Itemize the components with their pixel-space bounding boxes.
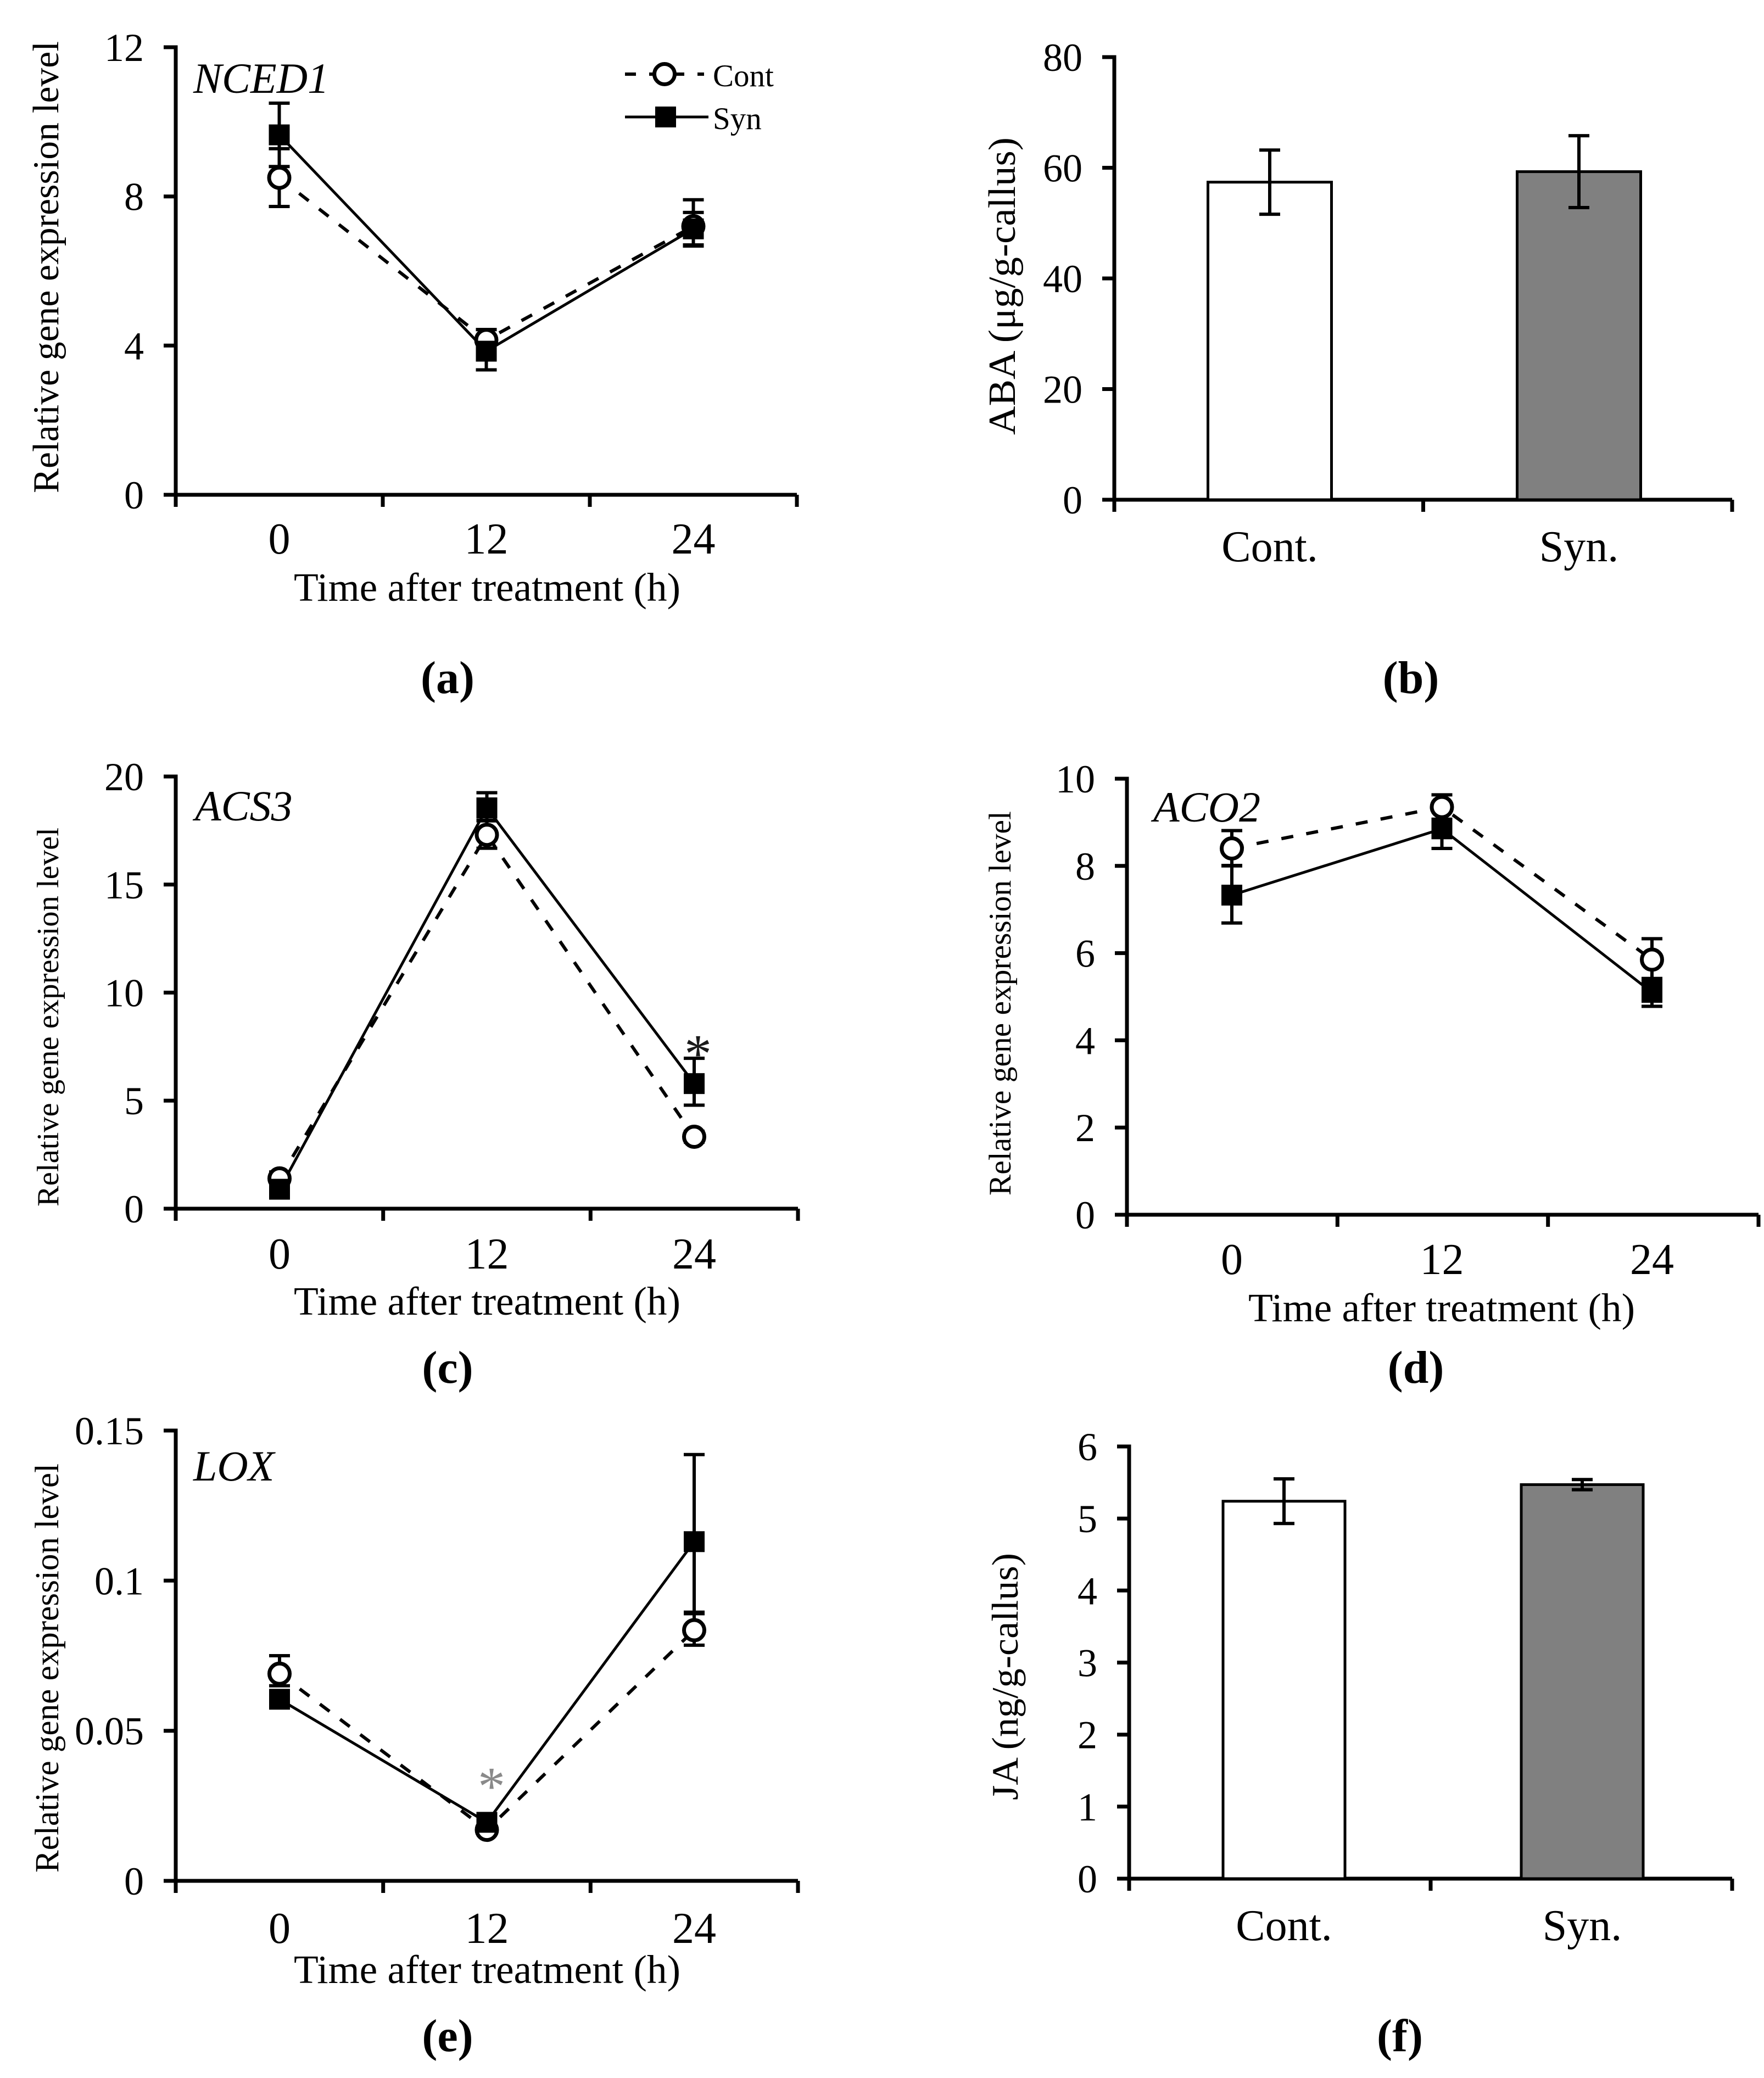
svg-text:80: 80 [1043, 36, 1082, 80]
svg-text:12: 12 [104, 26, 144, 70]
svg-text:15: 15 [104, 863, 144, 907]
svg-text:0: 0 [124, 473, 144, 517]
svg-text:1: 1 [1078, 1785, 1097, 1829]
svg-text:5: 5 [124, 1079, 144, 1123]
svg-text:4: 4 [1078, 1569, 1097, 1613]
svg-text:*: * [478, 1756, 505, 1817]
svg-text:24: 24 [672, 1904, 716, 1953]
svg-text:0: 0 [1078, 1857, 1097, 1901]
svg-text:(d): (d) [1388, 1342, 1444, 1393]
svg-text:Relative gene expression level: Relative gene expression level [31, 828, 65, 1206]
svg-text:12: 12 [1420, 1236, 1464, 1284]
svg-text:0.05: 0.05 [75, 1710, 144, 1753]
svg-text:Relative gene expression level: Relative gene expression level [983, 811, 1018, 1196]
svg-text:6: 6 [1075, 932, 1095, 976]
svg-text:40: 40 [1043, 257, 1082, 301]
svg-text:(c): (c) [422, 1342, 473, 1393]
svg-text:6: 6 [1078, 1425, 1097, 1469]
svg-text:20: 20 [1043, 368, 1082, 412]
svg-text:ACS3: ACS3 [192, 782, 293, 830]
svg-text:*: * [684, 1023, 712, 1084]
svg-text:0.1: 0.1 [94, 1559, 144, 1603]
svg-text:ABA (μg/g-callus): ABA (μg/g-callus) [981, 137, 1024, 435]
svg-text:NCED1: NCED1 [193, 54, 329, 102]
svg-text:Time after treatment (h): Time after treatment (h) [294, 1947, 680, 1992]
svg-text:10: 10 [104, 971, 144, 1015]
svg-text:24: 24 [672, 515, 716, 563]
svg-text:Time after treatment (h): Time after treatment (h) [1248, 1286, 1635, 1330]
svg-text:(f): (f) [1377, 2010, 1423, 2062]
svg-text:0: 0 [1075, 1193, 1095, 1237]
svg-text:12: 12 [465, 515, 509, 563]
svg-text:(b): (b) [1383, 652, 1439, 703]
svg-text:0: 0 [1221, 1236, 1243, 1284]
svg-text:4: 4 [1075, 1019, 1095, 1063]
svg-text:8: 8 [1075, 845, 1095, 889]
svg-text:Syn: Syn [713, 102, 762, 136]
svg-text:0: 0 [269, 1230, 291, 1278]
svg-text:3: 3 [1078, 1641, 1097, 1685]
svg-text:Relative gene expression level: Relative gene expression level [29, 1463, 66, 1873]
svg-text:ACO2: ACO2 [1151, 783, 1260, 831]
svg-text:0: 0 [124, 1859, 144, 1903]
svg-text:Relative gene expression level: Relative gene expression level [26, 41, 66, 493]
svg-text:Syn.: Syn. [1543, 1902, 1622, 1950]
svg-text:60: 60 [1043, 147, 1082, 191]
svg-text:0.15: 0.15 [75, 1409, 144, 1453]
svg-text:10: 10 [1056, 757, 1095, 801]
svg-text:Time after treatment (h): Time after treatment (h) [294, 565, 680, 610]
svg-text:4: 4 [124, 324, 144, 368]
svg-text:(a): (a) [421, 652, 475, 703]
svg-text:(e): (e) [422, 2010, 473, 2062]
svg-text:Cont.: Cont. [1221, 523, 1318, 571]
svg-text:Cont.: Cont. [1236, 1902, 1332, 1950]
svg-text:0: 0 [269, 515, 291, 563]
svg-text:2: 2 [1075, 1106, 1095, 1150]
svg-text:24: 24 [1630, 1236, 1674, 1284]
svg-text:12: 12 [465, 1230, 509, 1278]
svg-text:12: 12 [465, 1904, 509, 1953]
svg-text:0: 0 [269, 1904, 291, 1953]
svg-text:5: 5 [1078, 1497, 1097, 1541]
svg-text:20: 20 [104, 755, 144, 799]
svg-text:24: 24 [672, 1230, 716, 1278]
svg-text:JA (ng/g-callus): JA (ng/g-callus) [984, 1553, 1026, 1800]
svg-text:Time after treatment (h): Time after treatment (h) [294, 1279, 680, 1323]
svg-text:0: 0 [124, 1187, 144, 1231]
svg-text:0: 0 [1063, 478, 1082, 522]
svg-text:8: 8 [124, 175, 144, 219]
svg-text:LOX: LOX [193, 1442, 276, 1490]
svg-text:Cont: Cont [713, 59, 774, 93]
svg-text:Syn.: Syn. [1539, 523, 1619, 571]
svg-text:2: 2 [1078, 1713, 1097, 1757]
